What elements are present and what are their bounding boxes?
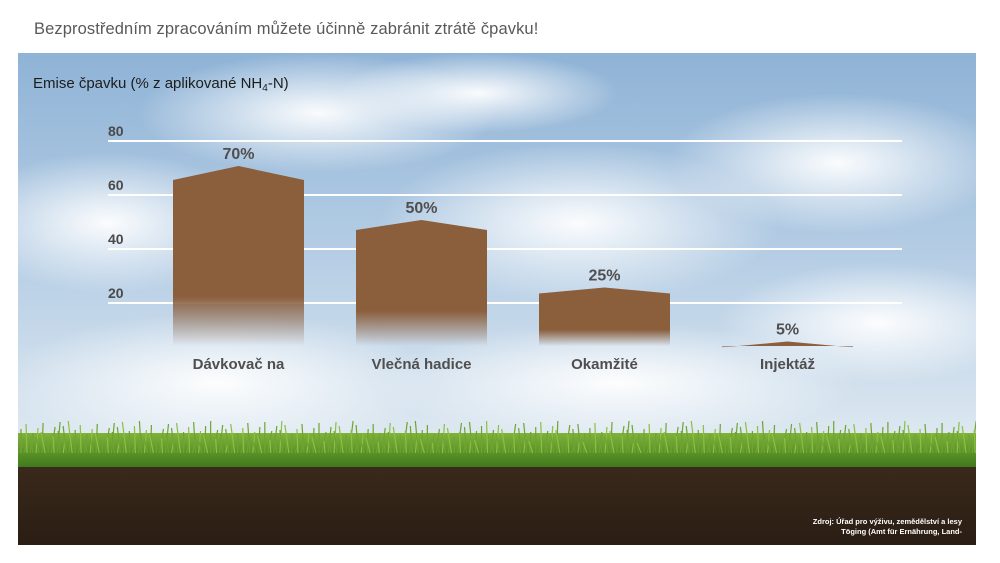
- bars: [173, 166, 853, 348]
- y-tick-label: 80: [108, 123, 124, 139]
- y-tick-label: 40: [108, 231, 124, 247]
- chart-svg: 80 60 40 20 70% 50% 25% 5% Dávkovač na Vlečná h…: [18, 53, 976, 545]
- bar: [173, 166, 304, 346]
- category-labels: Dávkovač na Vlečná hadice Okamžité Injektáž: [193, 356, 815, 373]
- value-label: 25%: [588, 268, 620, 285]
- bar: [539, 287, 670, 346]
- grass-blades: [18, 420, 976, 454]
- soil: [18, 461, 976, 545]
- category-label: Okamžité: [571, 356, 638, 373]
- category-label: Dávkovač na: [193, 356, 285, 373]
- value-labels: 70% 50% 25% 5%: [222, 146, 799, 339]
- y-tick-label: 60: [108, 177, 124, 193]
- source-note: Zdroj: Úřad pro výživu, zemědělství a le…: [812, 517, 962, 536]
- bar: [356, 220, 487, 346]
- value-label: 50%: [405, 200, 437, 217]
- y-tick-label: 20: [108, 285, 124, 301]
- category-label: Injektáž: [760, 356, 815, 373]
- value-label: 5%: [776, 322, 799, 339]
- y-tick-labels: 80 60 40 20: [108, 123, 124, 301]
- y-axis-label: Emise čpavku (% z aplikované NH4-N): [33, 75, 289, 94]
- chart-panel: 80 60 40 20 70% 50% 25% 5% Dávkovač na Vlečná h…: [18, 53, 976, 545]
- page-headline: Bezprostředním zpracováním můžete účinně…: [34, 20, 539, 38]
- bar: [722, 341, 853, 348]
- value-label: 70%: [222, 146, 254, 163]
- category-label: Vlečná hadice: [371, 356, 471, 373]
